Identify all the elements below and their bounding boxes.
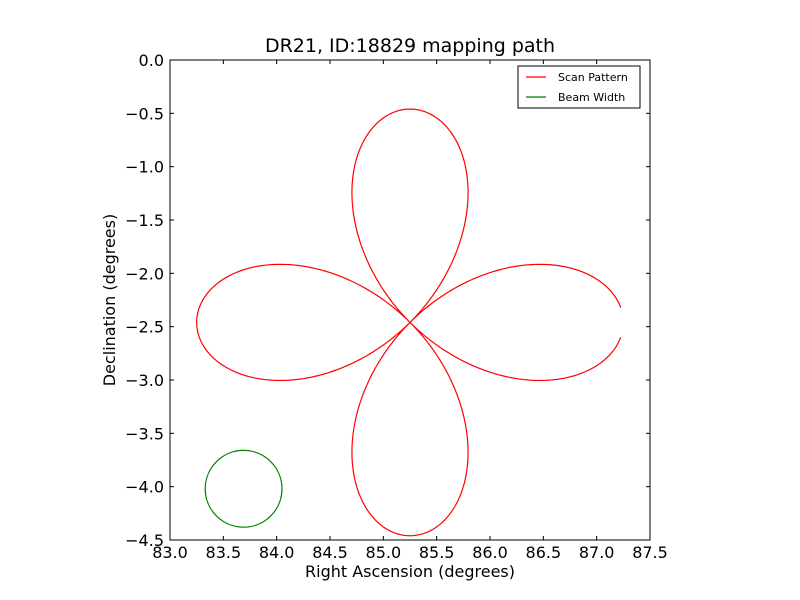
y-tick-label: −1.5 bbox=[125, 211, 164, 230]
legend: Scan Pattern Beam Width bbox=[517, 65, 641, 109]
y-tick-label: −3.5 bbox=[125, 424, 164, 443]
y-tick-label: −3.0 bbox=[125, 371, 164, 390]
x-tick-label: 86.5 bbox=[526, 543, 562, 562]
x-tick-label: 87.0 bbox=[579, 543, 615, 562]
x-tick-label: 83.5 bbox=[206, 543, 242, 562]
x-axis-label: Right Ascension (degrees) bbox=[305, 562, 515, 581]
x-tick-label: 85.5 bbox=[419, 543, 455, 562]
y-tick-label: −4.0 bbox=[125, 478, 164, 497]
plot-series-group bbox=[196, 108, 622, 537]
chart-title: DR21, ID:18829 mapping path bbox=[265, 35, 555, 57]
series-scan-pattern-line bbox=[196, 108, 622, 537]
x-tick-label: 85.0 bbox=[366, 543, 402, 562]
legend-entry-label: Beam Width bbox=[558, 91, 625, 104]
y-tick-label: −0.5 bbox=[125, 104, 164, 123]
x-tick-label: 87.5 bbox=[632, 543, 668, 562]
y-tick-label: −2.0 bbox=[125, 264, 164, 283]
x-tick-label: 86.0 bbox=[472, 543, 508, 562]
y-tick-label: −2.5 bbox=[125, 318, 164, 337]
y-tick-label: −4.5 bbox=[125, 531, 164, 550]
series-beam-width-circle bbox=[204, 449, 283, 528]
y-tick-label: 0.0 bbox=[139, 51, 164, 70]
legend-entry-label: Scan Pattern bbox=[558, 71, 628, 84]
y-axis-label: Declination (degrees) bbox=[100, 214, 119, 386]
tick-group: 83.0 83.5 84.0 84.5 85.0 85.5 86.0 86.5 87.0 87.5… bbox=[125, 51, 668, 562]
x-tick-label: 84.5 bbox=[312, 543, 348, 562]
x-tick-label: 83.0 bbox=[152, 543, 188, 562]
x-tick-label: 84.0 bbox=[259, 543, 295, 562]
y-tick-label: −1.0 bbox=[125, 158, 164, 177]
legend-box bbox=[517, 65, 641, 109]
plot-frame bbox=[169, 59, 651, 541]
